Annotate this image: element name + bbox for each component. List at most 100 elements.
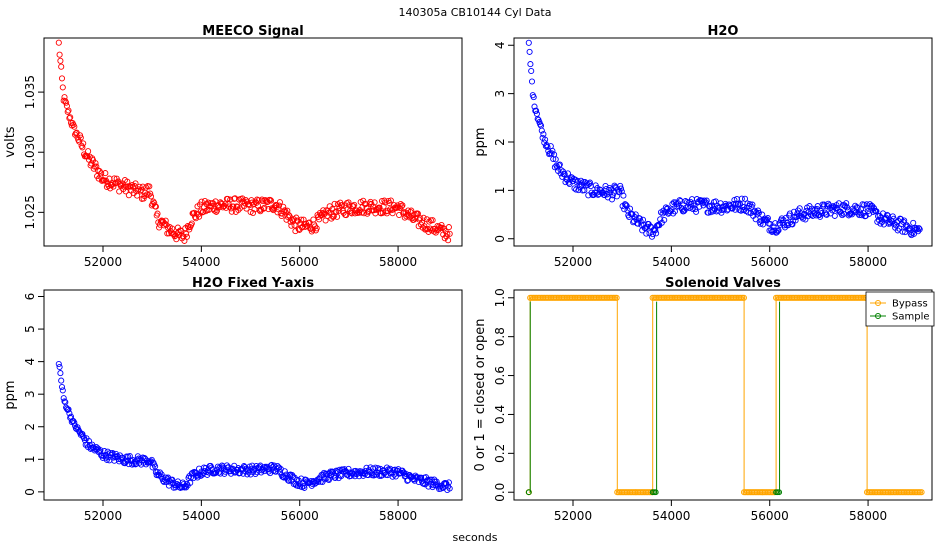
- data-point: [564, 170, 571, 177]
- x-tick-label: 58000: [379, 509, 417, 523]
- data-point: [188, 220, 195, 227]
- data-point: [77, 134, 84, 141]
- data-point: [79, 144, 86, 151]
- data-point: [701, 197, 708, 204]
- x-tick-label: 58000: [849, 509, 887, 523]
- data-point: [230, 468, 237, 475]
- data-point: [147, 193, 155, 200]
- data-point: [249, 199, 256, 206]
- data-point: [60, 395, 67, 402]
- data-point: [792, 217, 799, 224]
- figure-suptitle: 140305a CB10144 Cyl Data: [399, 6, 552, 19]
- data-point: [552, 156, 559, 163]
- plot-title: H2O Fixed Y-axis: [192, 276, 314, 291]
- data-point: [786, 210, 793, 217]
- y-axis-label: 0 or 1 = closed or open: [473, 318, 488, 471]
- data-point: [899, 228, 906, 235]
- data-point: [378, 197, 386, 205]
- data-point: [152, 463, 159, 470]
- data-point: [414, 210, 421, 217]
- data-point: [789, 221, 796, 228]
- data-point: [617, 185, 625, 192]
- data-point: [98, 170, 105, 177]
- data-point: [203, 469, 210, 476]
- data-point: [119, 454, 126, 461]
- data-point: [347, 209, 354, 216]
- data-point: [429, 217, 436, 224]
- data-point: [65, 406, 72, 413]
- data-point: [102, 170, 109, 177]
- data-point: [544, 143, 551, 151]
- plot-title: H2O: [708, 24, 739, 39]
- data-point: [773, 229, 780, 236]
- bypass-point: [740, 294, 748, 301]
- y-tick-label: 0.0: [493, 483, 507, 502]
- data-point: [446, 230, 453, 237]
- data-point: [913, 225, 920, 232]
- data-point: [55, 39, 62, 46]
- data-point: [345, 465, 352, 472]
- data-point: [823, 211, 830, 218]
- data-point: [775, 227, 782, 234]
- y-tick-label: 0.4: [493, 405, 507, 424]
- data-point: [134, 187, 141, 194]
- data-point: [571, 185, 578, 192]
- data-point: [242, 196, 249, 204]
- legend: Bypass Sample: [865, 291, 935, 327]
- data-point: [61, 94, 68, 101]
- legend-label: Sample: [892, 312, 930, 323]
- data-point: [444, 230, 451, 238]
- y-tick-label: 0.8: [493, 327, 507, 346]
- data-point: [85, 148, 92, 155]
- data-point: [273, 202, 280, 209]
- y-tick-label: 3: [23, 390, 37, 398]
- plot-title: MEECO Signal: [202, 24, 303, 39]
- data-point: [225, 200, 232, 207]
- data-point: [890, 215, 897, 222]
- y-axis-label: volts: [3, 126, 18, 157]
- data-point: [573, 186, 580, 193]
- data-point: [565, 179, 572, 186]
- data-point: [175, 228, 182, 235]
- data-layer: [55, 39, 453, 244]
- data-point: [817, 213, 824, 220]
- data-point: [325, 476, 332, 484]
- data-point: [732, 206, 739, 213]
- data-point: [292, 228, 299, 235]
- plot-title: Solenoid Valves: [665, 276, 781, 291]
- data-point: [80, 140, 87, 147]
- data-point: [61, 398, 68, 405]
- data-point: [755, 209, 762, 216]
- data-point: [162, 474, 169, 481]
- x-tick-label: 52000: [554, 509, 592, 523]
- panel-h2o-fixed-y-axis: H2O Fixed Y-axis ppm 52000 54000 56000 58000 0…: [3, 276, 463, 523]
- data-point: [759, 221, 767, 228]
- data-point: [58, 383, 66, 391]
- data-point: [230, 203, 237, 210]
- plot-frame: [513, 289, 933, 501]
- data-point: [527, 61, 534, 68]
- data-point: [162, 217, 169, 224]
- data-point: [282, 209, 289, 216]
- data-layer: [525, 39, 923, 240]
- data-point: [231, 195, 239, 202]
- data-point: [249, 209, 257, 217]
- data-point: [125, 192, 132, 199]
- data-point: [289, 473, 297, 480]
- data-point: [330, 213, 337, 220]
- data-point: [71, 419, 78, 426]
- data-point: [293, 214, 300, 221]
- data-point: [224, 195, 231, 202]
- data-point: [107, 185, 114, 192]
- data-point: [915, 228, 922, 235]
- x-tick-label: 56000: [281, 255, 319, 269]
- data-point: [337, 472, 344, 479]
- data-point: [813, 212, 820, 219]
- data-point: [351, 201, 358, 208]
- y-tick-label: 0.2: [493, 444, 507, 463]
- data-point: [93, 163, 100, 170]
- data-point: [360, 210, 368, 217]
- data-point: [151, 199, 158, 206]
- data-point: [310, 216, 317, 223]
